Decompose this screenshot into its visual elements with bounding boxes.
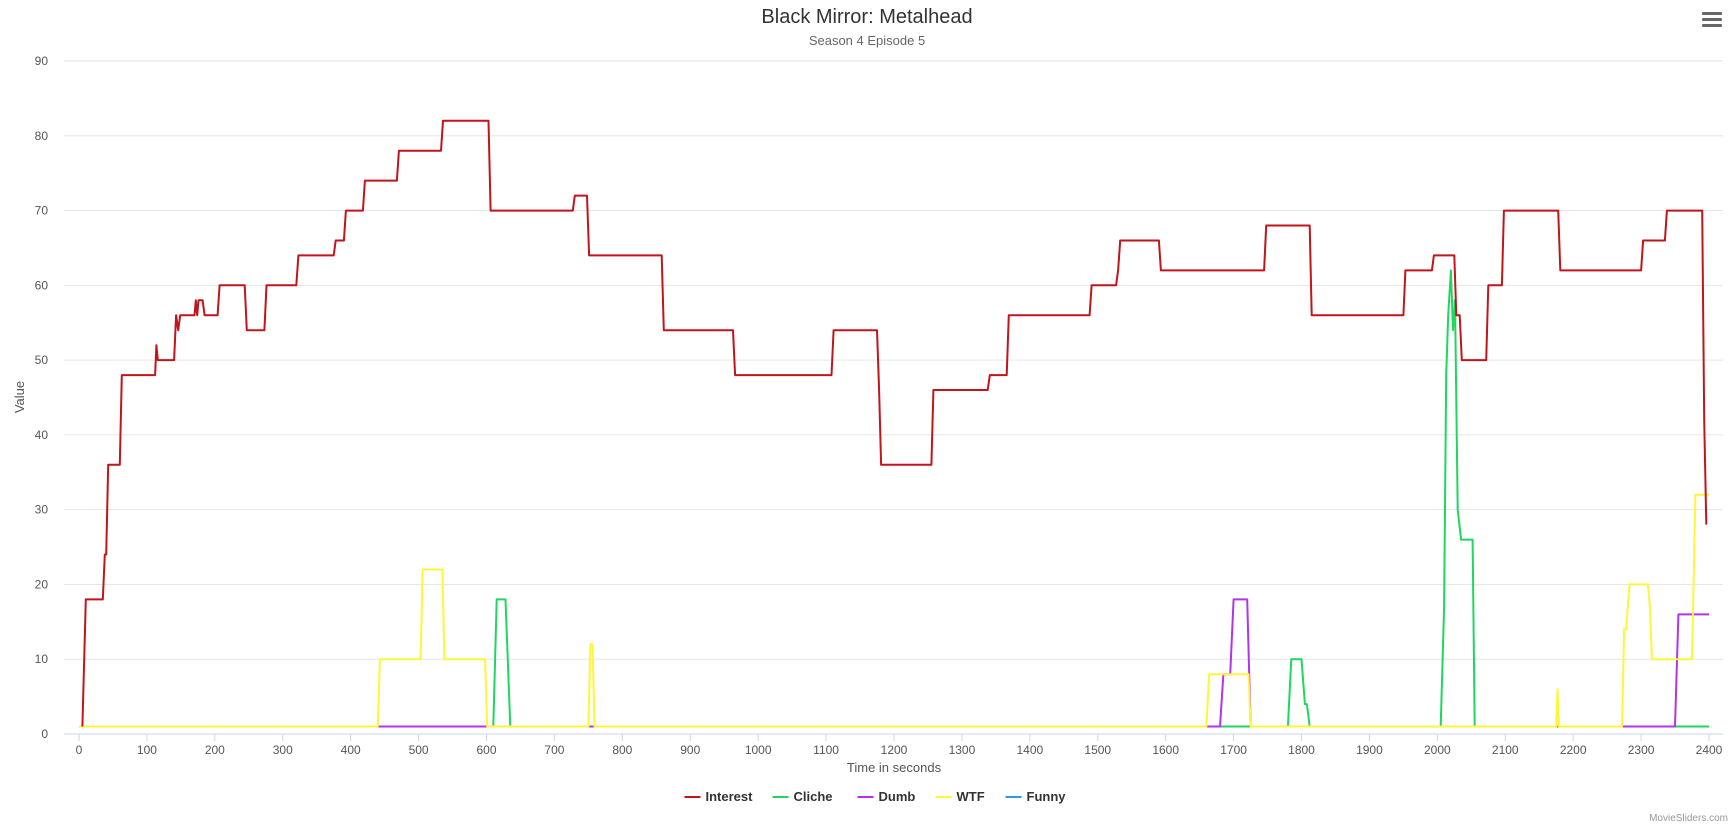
legend-item-cliche[interactable]: Cliche — [772, 789, 833, 804]
series-line-dumb[interactable] — [79, 598, 1709, 728]
y-tick-label: 40 — [35, 428, 49, 442]
y-axis-title: Value — [12, 381, 27, 413]
x-tick-label: 1100 — [813, 743, 839, 757]
hamburger-menu-icon[interactable] — [1702, 12, 1722, 28]
y-axis: 0 10 20 30 40 50 60 70 80 90 — [35, 54, 49, 741]
chart-title: Black Mirror: Metalhead — [761, 6, 973, 28]
x-tick-label: 300 — [273, 743, 293, 757]
x-tick-label: 1200 — [881, 743, 908, 757]
x-tick-label: 2300 — [1628, 743, 1655, 757]
y-tick-label: 20 — [35, 577, 49, 591]
x-tick-label: 0 — [76, 743, 83, 757]
x-tick-label: 1400 — [1016, 743, 1043, 757]
series-line-cliche[interactable] — [79, 269, 1709, 728]
x-tick-label: 1600 — [1152, 743, 1179, 757]
legend-item-dumb[interactable]: Dumb — [857, 789, 916, 804]
x-tick-label: 100 — [137, 743, 157, 757]
y-tick-label: 30 — [35, 503, 49, 517]
x-tick-label: 2200 — [1560, 743, 1587, 757]
y-tick-label: 80 — [35, 129, 49, 143]
legend-item-wtf[interactable]: WTF — [935, 789, 985, 804]
x-tick-label: 400 — [341, 743, 361, 757]
x-tick-label: 500 — [409, 743, 429, 757]
x-axis: 0 100 200 300 400 500 600 700 800 900 1000 1100 1200… — [64, 733, 1723, 757]
x-tick-label: 1900 — [1356, 743, 1383, 757]
y-tick-label: 60 — [35, 278, 49, 292]
credit-text[interactable]: MovieSliders.com — [1649, 813, 1728, 824]
x-tick-label: 2000 — [1424, 743, 1451, 757]
legend-item-funny[interactable]: Funny — [1005, 789, 1067, 804]
series-lines — [79, 119, 1709, 728]
x-tick-label: 1000 — [745, 743, 772, 757]
x-tick-label: 1700 — [1220, 743, 1247, 757]
series-line-interest[interactable] — [81, 119, 1708, 727]
y-tick-label: 70 — [35, 204, 49, 218]
x-axis-title: Time in seconds — [847, 760, 942, 775]
x-tick-label: 1800 — [1288, 743, 1315, 757]
legend-label: Dumb — [879, 789, 916, 804]
legend-item-interest[interactable]: Interest — [684, 789, 754, 804]
x-tick-label: 700 — [544, 743, 564, 757]
legend-label: Cliche — [794, 789, 833, 804]
x-tick-label: 600 — [476, 743, 496, 757]
y-tick-label: 0 — [41, 727, 48, 741]
y-tick-label: 50 — [35, 353, 49, 367]
x-tick-label: 900 — [680, 743, 700, 757]
x-tick-label: 200 — [205, 743, 225, 757]
x-tick-label: 2100 — [1492, 743, 1519, 757]
x-tick-label: 1500 — [1084, 743, 1111, 757]
x-tick-label: 2400 — [1696, 743, 1723, 757]
series-line-wtf[interactable] — [79, 493, 1709, 728]
legend-label: Interest — [706, 789, 754, 804]
chart-subtitle: Season 4 Episode 5 — [808, 33, 926, 48]
legend-label: WTF — [957, 789, 985, 804]
y-tick-label: 10 — [35, 652, 49, 666]
x-tick-label: 800 — [612, 743, 632, 757]
x-tick-label: 1300 — [949, 743, 976, 757]
y-tick-label: 90 — [35, 54, 49, 68]
legend: Interest Cliche Dumb WTF Funny — [684, 789, 1067, 804]
legend-label: Funny — [1027, 789, 1067, 804]
